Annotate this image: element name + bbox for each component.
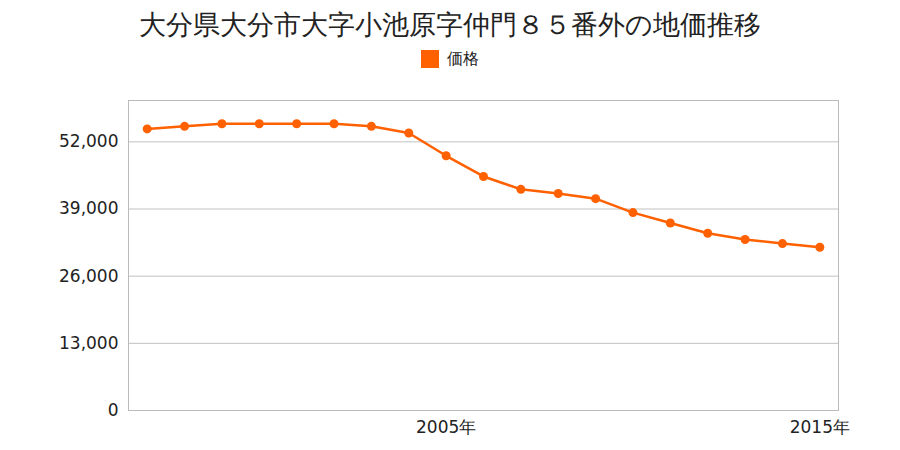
svg-text:13,000: 13,000 (59, 333, 118, 353)
html-text:大分県大分市大字小池原字仲門８５番外の地価推移: 大分県大分市大字小池原字仲門８５番外の地価推移 (139, 9, 761, 40)
svg-text:2005年: 2005年 (416, 417, 476, 437)
svg-text:2015年: 2015年 (790, 417, 850, 437)
svg-text:0: 0 (108, 400, 119, 420)
svg-text:52,000: 52,000 (59, 131, 118, 151)
html-text:価格: 価格 (447, 48, 479, 68)
svg-text:26,000: 26,000 (59, 266, 118, 286)
svg-text:39,000: 39,000 (59, 198, 118, 218)
